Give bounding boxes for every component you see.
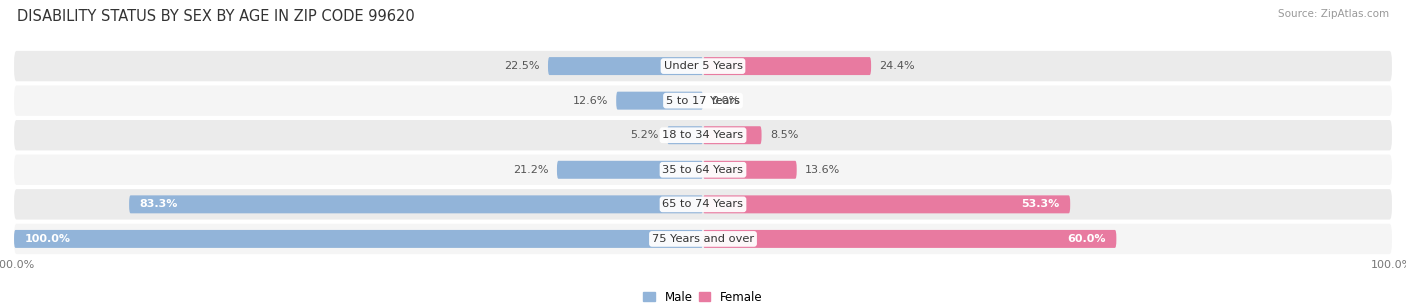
Text: 21.2%: 21.2% xyxy=(513,165,548,175)
Text: DISABILITY STATUS BY SEX BY AGE IN ZIP CODE 99620: DISABILITY STATUS BY SEX BY AGE IN ZIP C… xyxy=(17,9,415,24)
Text: Source: ZipAtlas.com: Source: ZipAtlas.com xyxy=(1278,9,1389,19)
Text: 24.4%: 24.4% xyxy=(879,61,915,71)
Text: 35 to 64 Years: 35 to 64 Years xyxy=(662,165,744,175)
FancyBboxPatch shape xyxy=(703,230,1116,248)
Text: 13.6%: 13.6% xyxy=(806,165,841,175)
Text: 60.0%: 60.0% xyxy=(1067,234,1107,244)
FancyBboxPatch shape xyxy=(703,126,762,144)
Text: 5 to 17 Years: 5 to 17 Years xyxy=(666,96,740,106)
FancyBboxPatch shape xyxy=(14,224,1392,254)
Text: 75 Years and over: 75 Years and over xyxy=(652,234,754,244)
Text: 5.2%: 5.2% xyxy=(630,130,659,140)
FancyBboxPatch shape xyxy=(14,155,1392,185)
Text: 22.5%: 22.5% xyxy=(505,61,540,71)
Text: 12.6%: 12.6% xyxy=(572,96,607,106)
FancyBboxPatch shape xyxy=(129,196,703,213)
Text: 8.5%: 8.5% xyxy=(770,130,799,140)
FancyBboxPatch shape xyxy=(14,51,1392,81)
FancyBboxPatch shape xyxy=(14,230,703,248)
FancyBboxPatch shape xyxy=(668,126,703,144)
FancyBboxPatch shape xyxy=(14,189,1392,220)
Text: 0.0%: 0.0% xyxy=(711,96,740,106)
FancyBboxPatch shape xyxy=(548,57,703,75)
FancyBboxPatch shape xyxy=(616,92,703,109)
FancyBboxPatch shape xyxy=(14,85,1392,116)
FancyBboxPatch shape xyxy=(703,57,872,75)
Text: 53.3%: 53.3% xyxy=(1022,199,1060,209)
FancyBboxPatch shape xyxy=(703,196,1070,213)
Text: 100.0%: 100.0% xyxy=(24,234,70,244)
FancyBboxPatch shape xyxy=(14,120,1392,150)
Text: Under 5 Years: Under 5 Years xyxy=(664,61,742,71)
FancyBboxPatch shape xyxy=(557,161,703,179)
Legend: Male, Female: Male, Female xyxy=(638,286,768,305)
Text: 65 to 74 Years: 65 to 74 Years xyxy=(662,199,744,209)
Text: 18 to 34 Years: 18 to 34 Years xyxy=(662,130,744,140)
Text: 83.3%: 83.3% xyxy=(139,199,177,209)
FancyBboxPatch shape xyxy=(703,161,797,179)
